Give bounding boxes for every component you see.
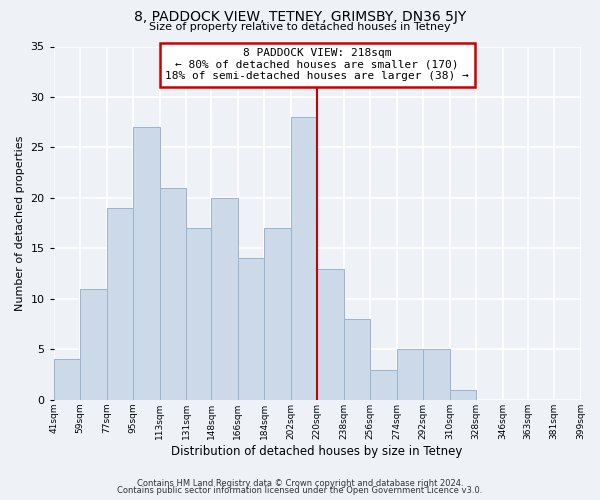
Bar xyxy=(370,370,397,400)
Text: 8, PADDOCK VIEW, TETNEY, GRIMSBY, DN36 5JY: 8, PADDOCK VIEW, TETNEY, GRIMSBY, DN36 5… xyxy=(134,10,466,24)
Bar xyxy=(317,268,344,400)
Bar xyxy=(133,128,160,400)
Bar xyxy=(423,350,449,400)
Y-axis label: Number of detached properties: Number of detached properties xyxy=(15,136,25,311)
Bar xyxy=(344,319,370,400)
Bar xyxy=(54,360,80,400)
Bar xyxy=(160,188,186,400)
Bar xyxy=(264,228,290,400)
Text: Contains HM Land Registry data © Crown copyright and database right 2024.: Contains HM Land Registry data © Crown c… xyxy=(137,478,463,488)
Bar xyxy=(238,258,264,400)
Bar xyxy=(211,198,238,400)
Bar xyxy=(397,350,423,400)
Text: Contains public sector information licensed under the Open Government Licence v3: Contains public sector information licen… xyxy=(118,486,482,495)
Bar xyxy=(449,390,476,400)
Text: 8 PADDOCK VIEW: 218sqm
← 80% of detached houses are smaller (170)
18% of semi-de: 8 PADDOCK VIEW: 218sqm ← 80% of detached… xyxy=(165,48,469,82)
Bar xyxy=(80,289,107,400)
Bar xyxy=(186,228,211,400)
Bar xyxy=(107,208,133,400)
Bar xyxy=(290,117,317,400)
X-axis label: Distribution of detached houses by size in Tetney: Distribution of detached houses by size … xyxy=(172,444,463,458)
Text: Size of property relative to detached houses in Tetney: Size of property relative to detached ho… xyxy=(149,22,451,32)
